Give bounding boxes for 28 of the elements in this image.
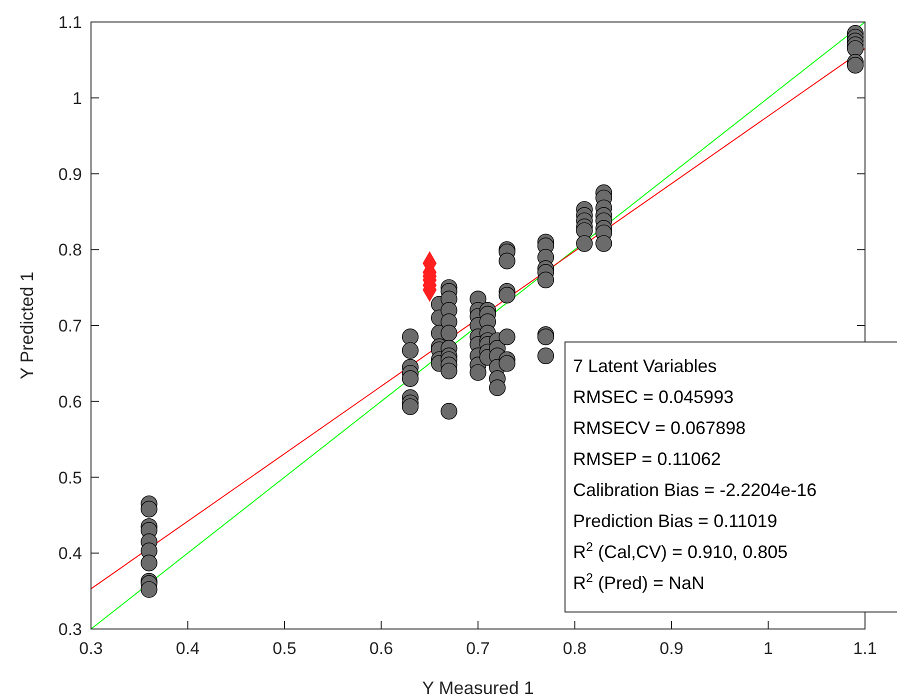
y-tick-label: 0.3	[58, 620, 82, 639]
x-tick-label: 0.4	[176, 639, 200, 658]
x-tick-label: 1	[764, 639, 773, 658]
annotation: R$^{2}$ (Pred) = NaN	[573, 571, 705, 593]
x-axis-title: Y Measured 1	[422, 678, 534, 697]
x-tick-label: 0.7	[466, 639, 490, 658]
x-tick-label: 0.5	[272, 639, 296, 658]
annotation: R$^{2}$ (Cal,CV) = 0.910, 0.805	[573, 540, 788, 562]
y-tick-label: 0.6	[58, 392, 82, 412]
annotation: RMSECV = 0.067898	[573, 418, 746, 438]
annotation: Calibration Bias = -2.2204e-16	[573, 480, 817, 500]
y-tick-label: 1.1	[58, 13, 82, 32]
annotation: RMSEC = 0.045993	[573, 387, 734, 407]
y-tick-label: 0.8	[58, 240, 82, 260]
x-tick-label: 0.6	[369, 639, 394, 658]
y-tick-label: 0.4	[58, 544, 82, 564]
y-tick-label: 1	[72, 88, 82, 108]
annotation: Prediction Bias = 0.11019	[573, 511, 778, 531]
x-tick-label: 0.9	[660, 639, 684, 658]
x-tick-label: 0.8	[562, 639, 587, 658]
annotation: 7 Latent Variables	[573, 356, 717, 376]
annotation: RMSEP = 0.11062	[573, 449, 721, 469]
y-axis-title: Y Predicted 1	[17, 272, 37, 380]
x-tick-label: 0.3	[79, 639, 103, 658]
y-tick-label: 0.9	[58, 164, 82, 184]
y-tick-label: 0.7	[58, 316, 82, 336]
x-tick-label: 1.1	[853, 639, 877, 658]
y-tick-label: 0.5	[58, 468, 82, 488]
